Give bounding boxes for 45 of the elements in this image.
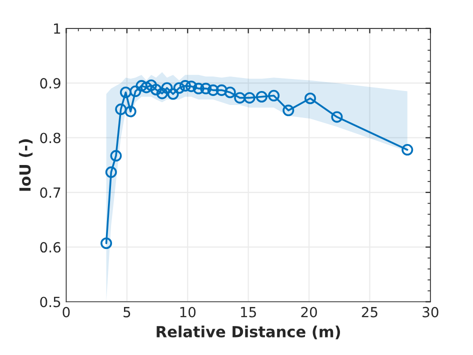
point: [331, 111, 343, 123]
point: [130, 86, 142, 98]
point: [100, 237, 112, 250]
y-tick-label: 0.6: [40, 242, 60, 253]
point: [140, 82, 152, 94]
point: [207, 84, 219, 96]
point: [224, 86, 236, 98]
point: [216, 84, 228, 96]
point: [110, 150, 122, 162]
point: [256, 90, 268, 103]
point: [179, 80, 191, 92]
y-tick-label: 0.7: [40, 187, 60, 198]
point: [136, 80, 148, 92]
y-tick-label: 0.8: [40, 132, 60, 144]
point: [268, 90, 280, 102]
point: [192, 82, 204, 94]
point: [173, 82, 185, 94]
x-tick-label: 0: [62, 306, 70, 318]
point: [167, 88, 179, 100]
x-tick-label: 15: [241, 307, 256, 318]
x-tick-label: 5: [124, 307, 130, 318]
y-tick-label: 0.5: [40, 296, 60, 308]
y-tick-label: 0.9: [40, 78, 60, 89]
y-tick-label: 1: [54, 24, 60, 34]
point: [244, 92, 256, 104]
point: [186, 80, 198, 92]
y-axis-title: IoU (-): [18, 139, 33, 191]
x-axis-title: Relative Distance (m): [156, 326, 340, 340]
point: [120, 86, 132, 98]
point: [105, 166, 117, 178]
point: [115, 104, 127, 116]
point: [156, 88, 168, 100]
point: [145, 79, 157, 92]
point: [402, 144, 414, 156]
point: [150, 84, 162, 96]
point: [161, 82, 173, 94]
point: [282, 104, 294, 116]
point: [234, 92, 246, 104]
point: [200, 82, 212, 94]
x-tick-label: 20: [301, 306, 317, 318]
point: [124, 106, 136, 118]
x-tick-label: 30: [422, 306, 438, 318]
x-tick-label: 25: [362, 306, 378, 318]
point: [304, 92, 316, 104]
x-tick-label: 10: [180, 306, 196, 318]
